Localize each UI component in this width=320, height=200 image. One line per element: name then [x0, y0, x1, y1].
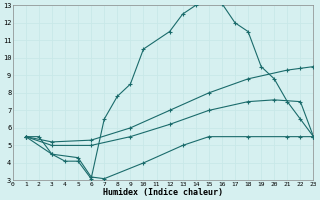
X-axis label: Humidex (Indice chaleur): Humidex (Indice chaleur) — [103, 188, 223, 197]
